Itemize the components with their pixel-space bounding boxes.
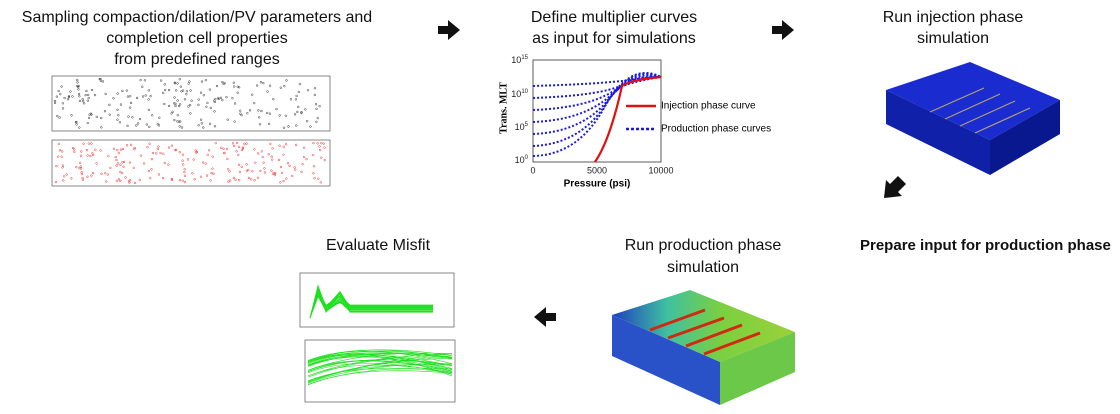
y-axis-label: Trans. MLT: [498, 82, 509, 134]
node-text: simulation: [917, 30, 989, 47]
node-text: Prepare input for production phase: [860, 237, 1111, 254]
arrow: [884, 176, 906, 198]
workflow-diagram: Sampling compaction/dilation/PV paramete…: [0, 0, 1120, 409]
legend-entry: Production phase curves: [661, 124, 771, 135]
node-text: Sampling compaction/dilation/PV paramete…: [22, 9, 372, 26]
y-tick-label: 1015: [511, 55, 528, 66]
production-model: [612, 290, 795, 405]
scatter-thumbnail: [52, 76, 330, 186]
node-text: from predefined ranges: [114, 51, 279, 68]
node-text: simulation: [667, 259, 739, 276]
legend-entry: Injection phase curve: [661, 101, 756, 112]
arrow: [772, 20, 794, 40]
arrow: [534, 307, 556, 327]
node-text: Define multiplier curves: [531, 9, 697, 26]
node-text: Run production phase: [625, 237, 782, 254]
injection-model: [886, 62, 1060, 175]
node-text: Evaluate Misfit: [326, 237, 431, 254]
y-tick-label: 105: [515, 122, 529, 133]
x-tick-label: 5000: [587, 165, 607, 175]
node-text: as input for simulations: [532, 30, 696, 47]
x-axis-label: Pressure (psi): [564, 179, 631, 190]
multiplier-plot: 1015 1010 105 100 0 5000 10000 Pressure …: [498, 55, 771, 190]
x-tick-label: 0: [530, 165, 535, 175]
misfit-thumbnail: [300, 273, 455, 402]
y-tick-label: 1010: [511, 89, 528, 100]
node-text: completion cell properties: [106, 30, 287, 47]
x-tick-label: 10000: [648, 165, 673, 175]
arrow: [438, 20, 460, 40]
y-tick-label: 100: [515, 155, 529, 166]
node-text: Run injection phase: [883, 9, 1024, 26]
